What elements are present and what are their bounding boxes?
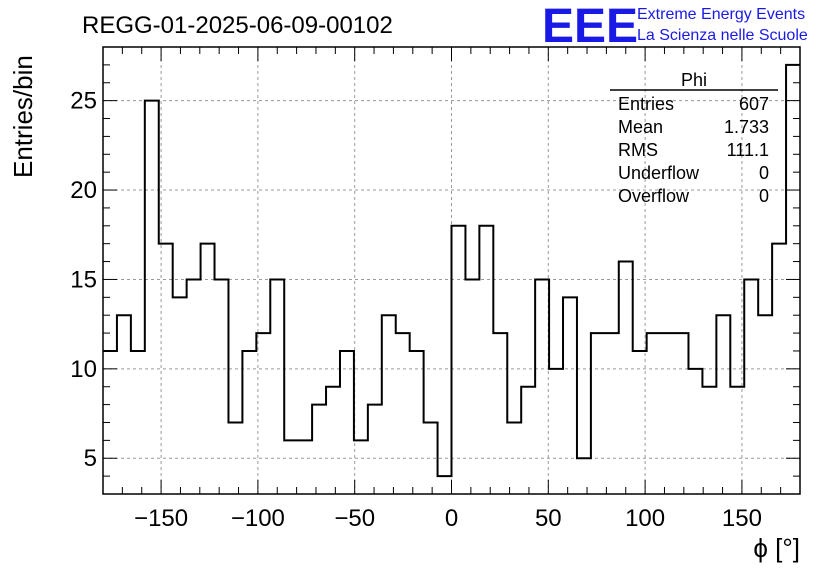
y-tick-label: 20 bbox=[70, 177, 97, 204]
histogram-bin bbox=[312, 405, 326, 494]
axis-ticks bbox=[102, 46, 801, 495]
eee-logo-mark: EEE bbox=[542, 0, 638, 53]
x-tick-label: 0 bbox=[445, 505, 458, 532]
histogram-bin bbox=[465, 279, 479, 494]
eee-logo-line2: La Scienza nelle Scuole bbox=[637, 27, 808, 44]
histogram-bin bbox=[382, 315, 396, 494]
stats-row-label: Mean bbox=[618, 117, 663, 137]
histogram-bin bbox=[242, 351, 256, 494]
histogram-bin bbox=[688, 369, 702, 494]
histogram-bin bbox=[117, 315, 131, 494]
histogram-bin bbox=[452, 226, 466, 494]
histogram-bin bbox=[647, 333, 661, 494]
x-tick-label: −100 bbox=[231, 505, 285, 532]
histogram-bin bbox=[633, 351, 647, 494]
histogram-bin bbox=[145, 101, 159, 494]
histogram-bin bbox=[298, 440, 312, 494]
histogram-bin bbox=[563, 297, 577, 494]
x-tick-label: −50 bbox=[334, 505, 375, 532]
x-axis-label: ϕ [°] bbox=[753, 533, 800, 563]
stats-row-label: RMS bbox=[618, 140, 658, 160]
y-axis-label: Entries/bin bbox=[8, 55, 38, 178]
histogram-bin bbox=[702, 387, 716, 494]
stats-row-value: 0 bbox=[759, 163, 769, 183]
histogram-bin bbox=[270, 279, 284, 494]
stats-row-label: Overflow bbox=[618, 186, 690, 206]
x-tick-label: 100 bbox=[625, 505, 665, 532]
histogram-bin bbox=[131, 351, 145, 494]
stats-row-value: 1.733 bbox=[724, 117, 769, 137]
histogram-bin bbox=[535, 279, 549, 494]
histogram-bin bbox=[438, 476, 452, 494]
histogram-bin bbox=[744, 279, 758, 494]
eee-logo-line1: Extreme Energy Events bbox=[637, 6, 805, 23]
histogram-bin bbox=[326, 387, 340, 494]
histogram-bin bbox=[354, 440, 368, 494]
histogram-bin bbox=[368, 405, 382, 494]
histogram-bin bbox=[215, 279, 229, 494]
y-tick-label: 10 bbox=[70, 356, 97, 383]
stats-row-label: Underflow bbox=[618, 163, 700, 183]
histogram-bin bbox=[758, 315, 772, 494]
histogram-bin bbox=[256, 333, 270, 494]
histogram-bin bbox=[521, 387, 535, 494]
chart-title: REGG-01-2025-06-09-00102 bbox=[82, 12, 393, 39]
stats-row-label: Entries bbox=[618, 94, 674, 114]
y-tick-label: 15 bbox=[70, 266, 97, 293]
stats-box: Phi Entries 607 Mean 1.733 RMS 111.1 Underflow… bbox=[610, 70, 778, 206]
histogram-bin bbox=[716, 315, 730, 494]
x-tick-label: 150 bbox=[722, 505, 762, 532]
histogram-bin bbox=[605, 333, 619, 494]
histogram-outline bbox=[103, 63, 800, 478]
histogram-bin bbox=[479, 226, 493, 494]
histogram-bin bbox=[549, 369, 563, 494]
stats-row-value: 607 bbox=[739, 94, 769, 114]
y-tick-label: 5 bbox=[84, 445, 97, 472]
stats-row-value: 111.1 bbox=[727, 140, 769, 160]
stats-box-title: Phi bbox=[681, 70, 707, 90]
eee-logo: EEE Extreme Energy Events La Scienza nel… bbox=[542, 0, 808, 53]
histogram-bin bbox=[591, 333, 605, 494]
histogram-bin bbox=[577, 458, 591, 494]
histogram-bin bbox=[284, 440, 298, 494]
histogram-bin bbox=[619, 262, 633, 494]
histogram-bin bbox=[340, 351, 354, 494]
x-tick-labels: −150 −100 −50 0 50 100 150 bbox=[134, 505, 762, 532]
histogram-bin bbox=[396, 333, 410, 494]
histogram-bin bbox=[173, 297, 187, 494]
histogram-bin bbox=[493, 333, 507, 494]
x-tick-label: 50 bbox=[535, 505, 562, 532]
histogram-bin bbox=[661, 333, 675, 494]
histogram-bin bbox=[675, 333, 689, 494]
y-tick-labels: 5 10 15 20 25 bbox=[70, 88, 97, 473]
y-tick-label: 25 bbox=[70, 88, 97, 115]
histogram-bin bbox=[410, 351, 424, 494]
x-tick-label: −150 bbox=[134, 505, 188, 532]
histogram-bin bbox=[187, 279, 201, 494]
stats-row-value: 0 bbox=[759, 186, 769, 206]
